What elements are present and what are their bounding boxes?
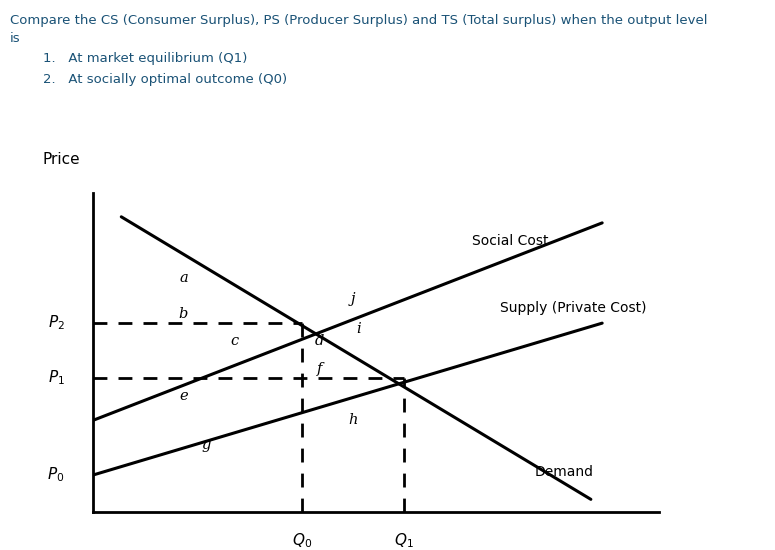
- Text: 2.   At socially optimal outcome (Q0): 2. At socially optimal outcome (Q0): [43, 73, 287, 86]
- Text: $Q_0$: $Q_0$: [292, 531, 312, 550]
- Text: is: is: [10, 32, 21, 45]
- Text: Compare the CS (Consumer Surplus), PS (Producer Surplus) and TS (Total surplus) : Compare the CS (Consumer Surplus), PS (P…: [10, 14, 708, 27]
- Text: a: a: [179, 271, 188, 284]
- Text: Demand: Demand: [534, 465, 594, 479]
- Text: $P_2$: $P_2$: [48, 314, 65, 333]
- Text: d: d: [315, 334, 324, 348]
- Text: Social Cost: Social Cost: [472, 234, 549, 248]
- Text: Supply (Private Cost): Supply (Private Cost): [501, 301, 647, 315]
- Text: h: h: [349, 414, 358, 427]
- Text: $Q_1$: $Q_1$: [394, 531, 414, 550]
- Text: e: e: [179, 389, 188, 403]
- Text: j: j: [351, 292, 356, 306]
- Text: 1.   At market equilibrium (Q1): 1. At market equilibrium (Q1): [43, 52, 247, 65]
- Text: b: b: [179, 307, 188, 321]
- Text: $P_1$: $P_1$: [48, 368, 65, 387]
- Text: c: c: [230, 334, 239, 348]
- Text: g: g: [202, 438, 211, 452]
- Text: f: f: [317, 362, 322, 376]
- Text: i: i: [356, 322, 361, 336]
- Text: $P_0$: $P_0$: [47, 466, 65, 485]
- Text: Price: Price: [42, 152, 80, 167]
